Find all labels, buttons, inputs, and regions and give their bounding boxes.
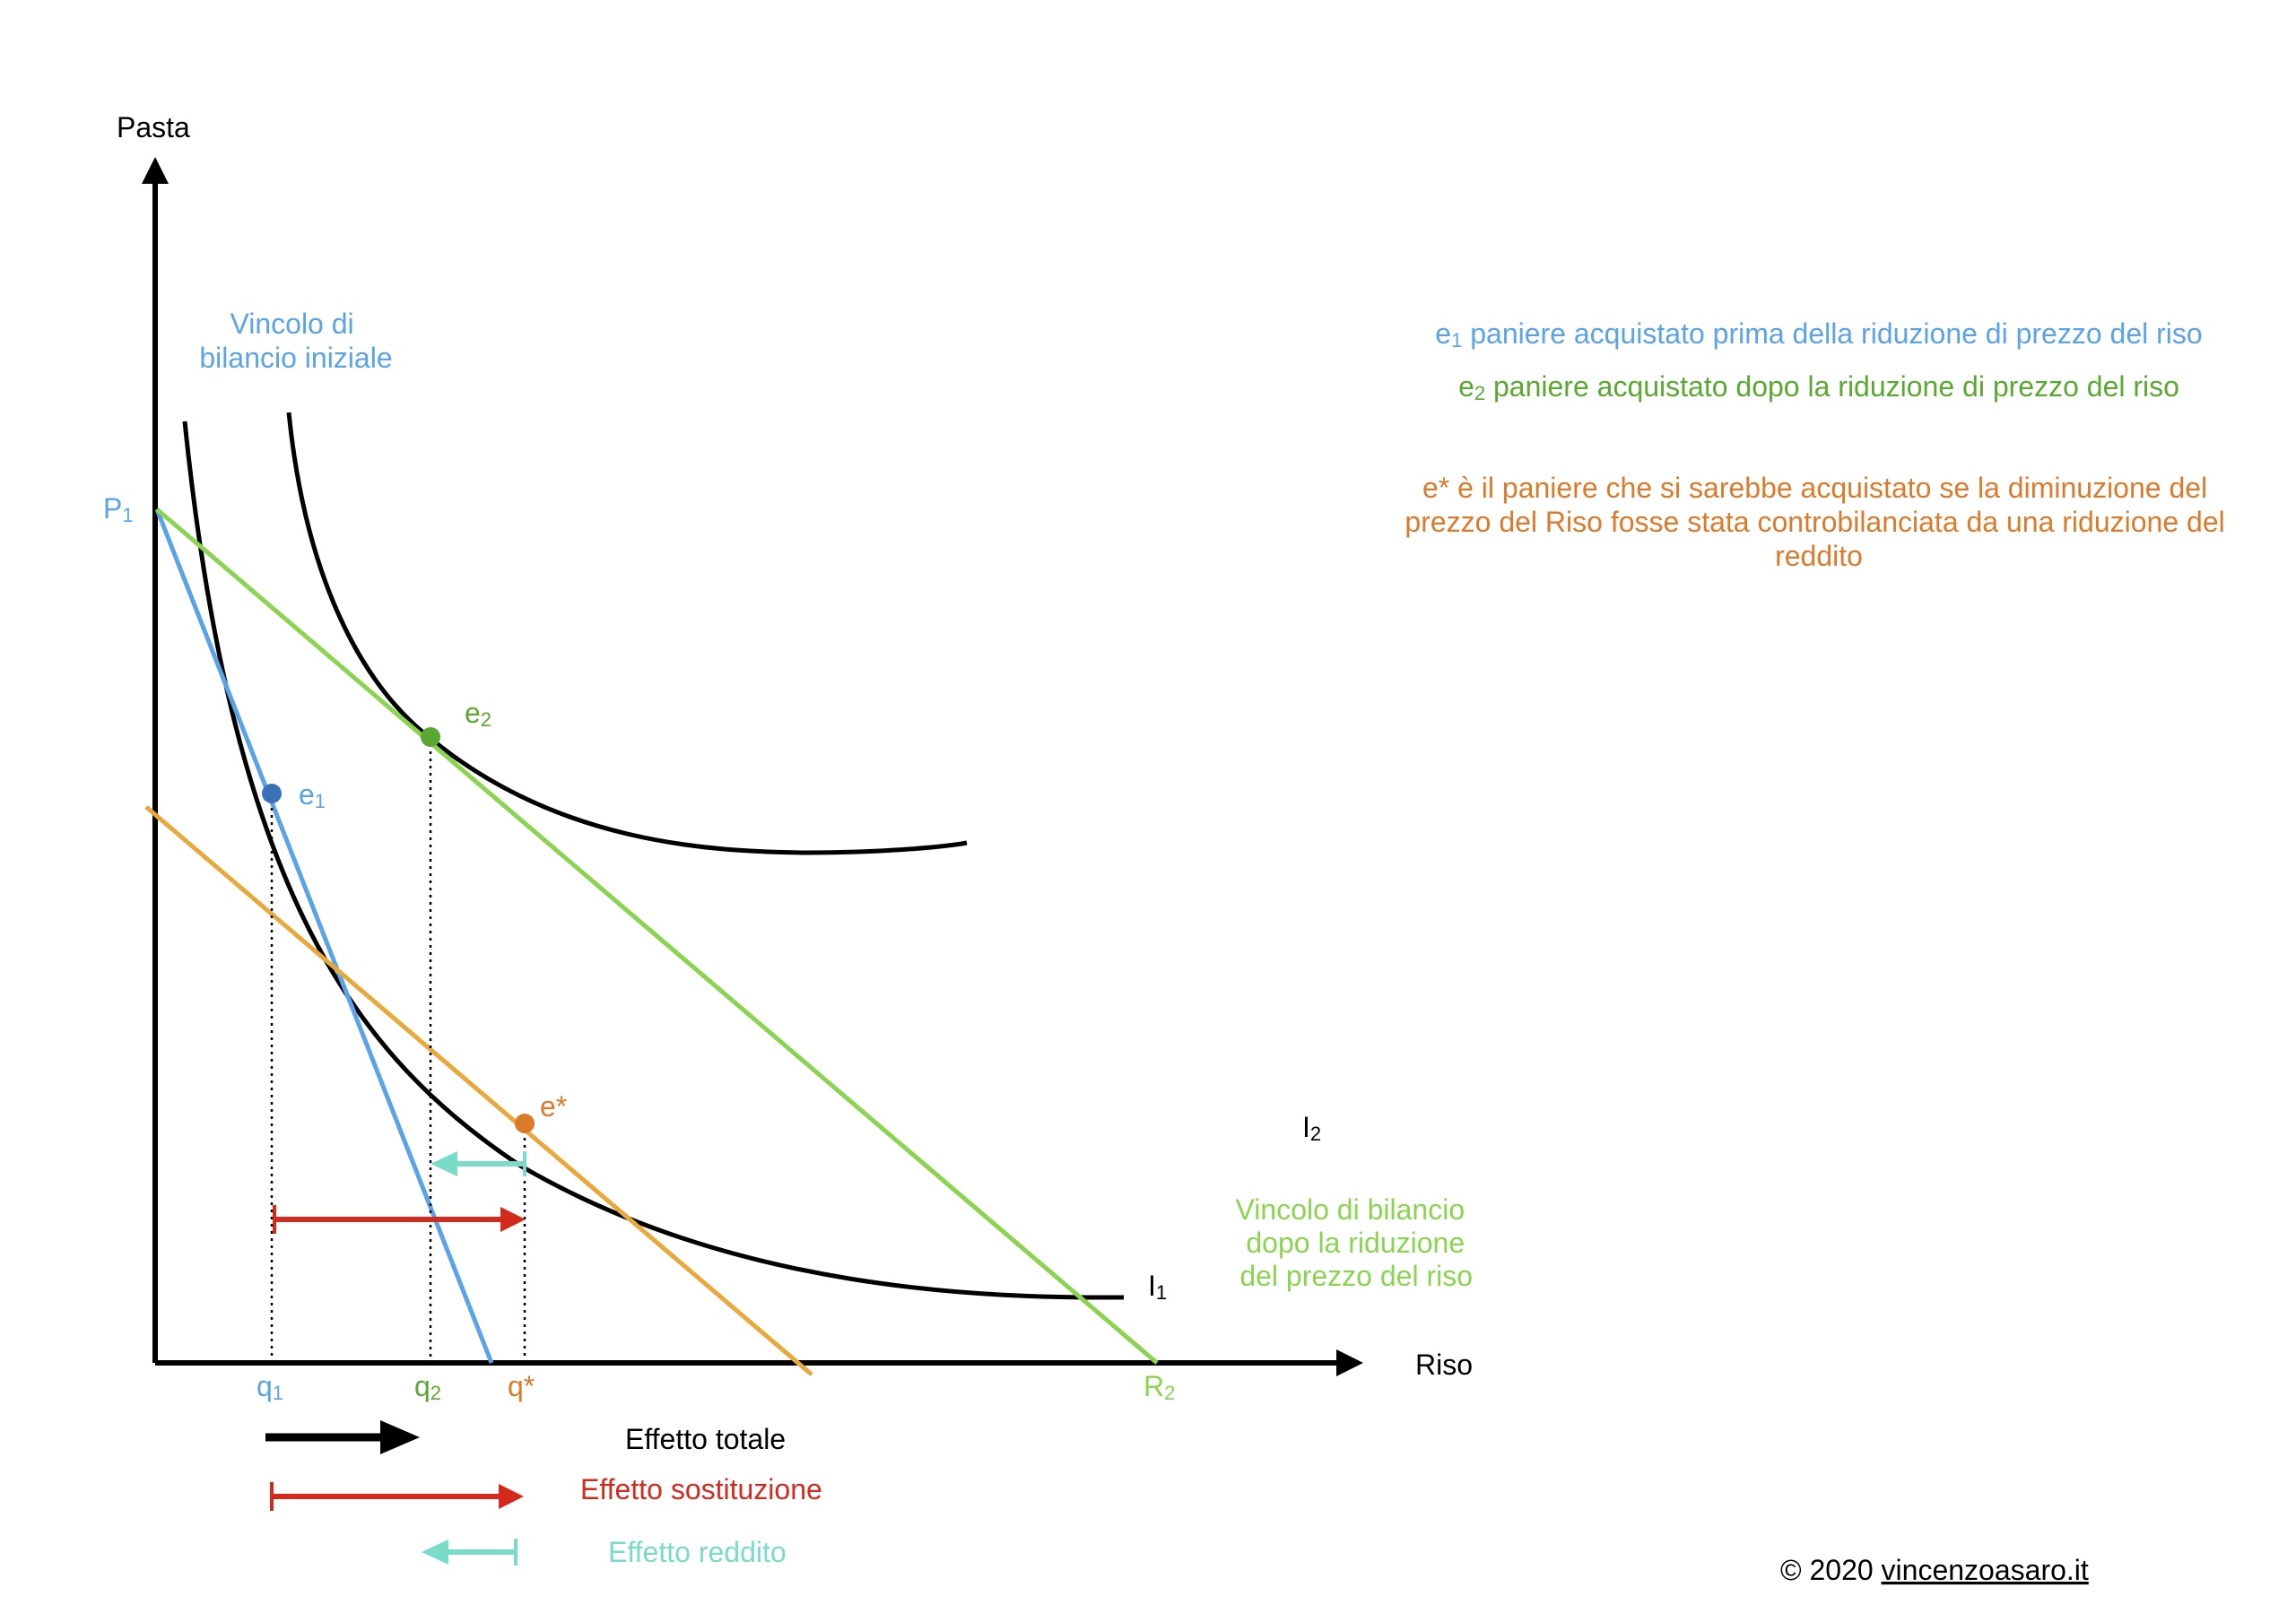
note-e2: e2 paniere acquistato dopo la riduzione …: [1458, 370, 2179, 404]
tick-q1: q1: [257, 1370, 283, 1404]
note-e1: e1 paniere acquistato prima della riduzi…: [1435, 317, 2202, 351]
label-i2: I2: [1302, 1111, 1321, 1145]
tick-qstar: q*: [508, 1370, 535, 1402]
legend-income-label: Effetto reddito: [608, 1536, 787, 1568]
y-axis-label: Pasta: [117, 111, 190, 143]
x-axis: [155, 1349, 1363, 1376]
y-axis: [142, 157, 169, 1363]
label-after-budget: Vincolo di bilancio dopo la riduzione de…: [1236, 1193, 1473, 1292]
substitution-effect-arrow: [273, 1205, 526, 1234]
legend: Effetto totale Effetto sostituzione Effe…: [265, 1420, 822, 1568]
label-e1: e1: [299, 778, 326, 812]
copyright: © 2020 vincenzoasaro.it: [1780, 1554, 2089, 1586]
legend-substitution-label: Effetto sostituzione: [580, 1473, 822, 1505]
legend-total-label: Effetto totale: [625, 1423, 786, 1455]
budget-line-after: [155, 507, 1159, 1365]
indifference-curve-i2: [286, 412, 968, 855]
point-e2: [421, 727, 440, 747]
legend-income-arrow: [422, 1539, 517, 1566]
budget-line-initial: [154, 508, 494, 1364]
income-effect-arrow: [430, 1151, 526, 1176]
note-estar: e* è il paniere che si sarebbe acquistat…: [1405, 472, 2232, 572]
legend-total-arrow: [265, 1420, 420, 1454]
label-initial-budget: Vincolo di bilancio iniziale: [199, 308, 392, 374]
legend-substitution-arrow: [270, 1482, 524, 1511]
x-axis-label: Riso: [1415, 1349, 1473, 1381]
tick-q2: q2: [414, 1370, 441, 1404]
label-p1: P1: [103, 492, 134, 526]
label-e2: e2: [465, 697, 491, 731]
point-estar: [515, 1114, 535, 1133]
copyright-link[interactable]: vincenzoasaro.it: [1882, 1554, 2089, 1586]
label-i1: I1: [1148, 1270, 1167, 1304]
label-r2: R2: [1144, 1370, 1175, 1404]
indifference-curve-i1: [182, 421, 1125, 1300]
label-estar: e*: [540, 1090, 567, 1123]
point-e1: [262, 784, 282, 803]
budget-line-compensated: [144, 805, 813, 1376]
